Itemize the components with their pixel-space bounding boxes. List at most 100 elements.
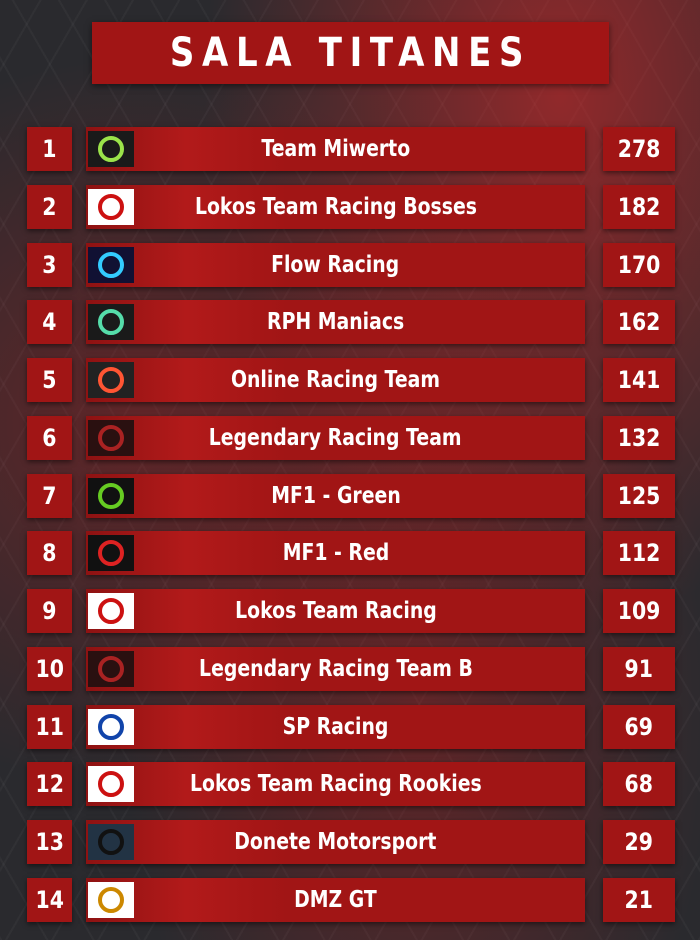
team-logo xyxy=(88,246,134,283)
points: 109 xyxy=(617,597,661,626)
team-name: Lokos Team Racing xyxy=(234,598,437,625)
team-name-cell: Legendary Racing Team B xyxy=(86,646,585,691)
team-name: Donete Motorsport xyxy=(234,829,437,856)
team-name-cell: Lokos Team Racing xyxy=(86,589,585,634)
rank: 11 xyxy=(35,712,64,741)
rank: 5 xyxy=(42,366,57,395)
points-cell: 170 xyxy=(603,242,675,287)
rank-cell: 2 xyxy=(27,184,72,229)
points: 29 xyxy=(624,828,654,857)
points: 91 xyxy=(624,654,654,683)
team-name: MF1 - Red xyxy=(282,540,389,567)
points: 141 xyxy=(617,366,661,395)
rank: 2 xyxy=(42,192,57,221)
team-name: DMZ GT xyxy=(294,887,377,913)
team-logo xyxy=(88,593,134,630)
team-name: Online Racing Team xyxy=(230,367,441,394)
points: 162 xyxy=(617,308,661,337)
team-logo xyxy=(88,131,134,167)
team-name-cell: Lokos Team Racing Rookies xyxy=(86,762,585,807)
points-cell: 132 xyxy=(603,415,675,460)
rank: 9 xyxy=(42,597,57,626)
team-logo xyxy=(88,304,134,341)
rank-cell: 9 xyxy=(27,589,72,634)
team-name: Legendary Racing Team xyxy=(209,424,462,451)
team-logo xyxy=(88,650,134,687)
points-cell: 125 xyxy=(603,473,675,518)
rank-cell: 8 xyxy=(27,531,72,576)
points-cell: 112 xyxy=(603,531,675,576)
team-logo xyxy=(88,419,134,456)
team-logo xyxy=(88,477,134,514)
rank: 8 xyxy=(42,539,57,568)
rank: 1 xyxy=(42,135,57,163)
team-logo xyxy=(88,535,134,572)
team-logo xyxy=(88,766,134,803)
team-name-cell: Team Miwerto xyxy=(86,127,585,171)
points-cell: 182 xyxy=(603,184,675,229)
team-name: Flow Racing xyxy=(271,251,400,278)
team-logo xyxy=(88,708,134,745)
rank: 14 xyxy=(35,886,64,914)
points-cell: 69 xyxy=(603,704,675,749)
team-name: Lokos Team Racing Bosses xyxy=(194,193,477,220)
rank: 13 xyxy=(35,828,64,857)
rank-cell: 13 xyxy=(27,820,72,865)
points-cell: 29 xyxy=(603,820,675,865)
team-logo xyxy=(88,188,134,225)
team-name: SP Racing xyxy=(282,713,389,740)
rank-cell: 11 xyxy=(27,704,72,749)
rank-cell: 3 xyxy=(27,242,72,287)
team-name-cell: Lokos Team Racing Bosses xyxy=(86,184,585,229)
team-name-cell: Legendary Racing Team xyxy=(86,415,585,460)
team-name-cell: Donete Motorsport xyxy=(86,820,585,865)
rank: 4 xyxy=(42,308,57,337)
team-name: RPH Maniacs xyxy=(266,309,405,336)
title-box: SALA TITANES xyxy=(92,22,609,84)
rank-cell: 5 xyxy=(27,358,72,403)
points: 182 xyxy=(617,192,661,221)
team-name-cell: SP Racing xyxy=(86,704,585,749)
team-logo xyxy=(88,824,134,861)
rank-cell: 6 xyxy=(27,415,72,460)
rank: 7 xyxy=(42,481,57,510)
points-cell: 278 xyxy=(603,127,675,171)
team-name-cell: MF1 - Red xyxy=(86,531,585,576)
points: 112 xyxy=(617,539,661,568)
team-logo xyxy=(88,882,134,918)
rank-cell: 1 xyxy=(27,127,72,171)
team-name-cell: Flow Racing xyxy=(86,242,585,287)
rank-cell: 4 xyxy=(27,300,72,345)
team-name: Legendary Racing Team B xyxy=(198,655,473,682)
points: 278 xyxy=(617,135,661,163)
points-cell: 91 xyxy=(603,646,675,691)
rank: 12 xyxy=(35,770,64,799)
rank: 10 xyxy=(35,654,64,683)
rank-cell: 12 xyxy=(27,762,72,807)
team-name: Team Miwerto xyxy=(261,136,410,162)
points-cell: 109 xyxy=(603,589,675,634)
rank-cell: 14 xyxy=(27,878,72,922)
points-cell: 21 xyxy=(603,878,675,922)
team-name-cell: Online Racing Team xyxy=(86,358,585,403)
team-name-cell: DMZ GT xyxy=(86,878,585,922)
points: 125 xyxy=(617,481,661,510)
points-cell: 141 xyxy=(603,358,675,403)
points: 21 xyxy=(624,886,654,914)
points-cell: 162 xyxy=(603,300,675,345)
points: 68 xyxy=(624,770,654,799)
points: 170 xyxy=(617,250,661,279)
team-logo xyxy=(88,362,134,399)
team-name: Lokos Team Racing Rookies xyxy=(189,771,482,798)
team-name-cell: RPH Maniacs xyxy=(86,300,585,345)
rank: 6 xyxy=(42,423,57,452)
points-cell: 68 xyxy=(603,762,675,807)
rank-cell: 10 xyxy=(27,646,72,691)
team-name-cell: MF1 - Green xyxy=(86,473,585,518)
points: 69 xyxy=(624,712,654,741)
rank: 3 xyxy=(42,250,57,279)
team-name: MF1 - Green xyxy=(270,482,401,509)
title: SALA TITANES xyxy=(169,30,532,76)
rank-cell: 7 xyxy=(27,473,72,518)
